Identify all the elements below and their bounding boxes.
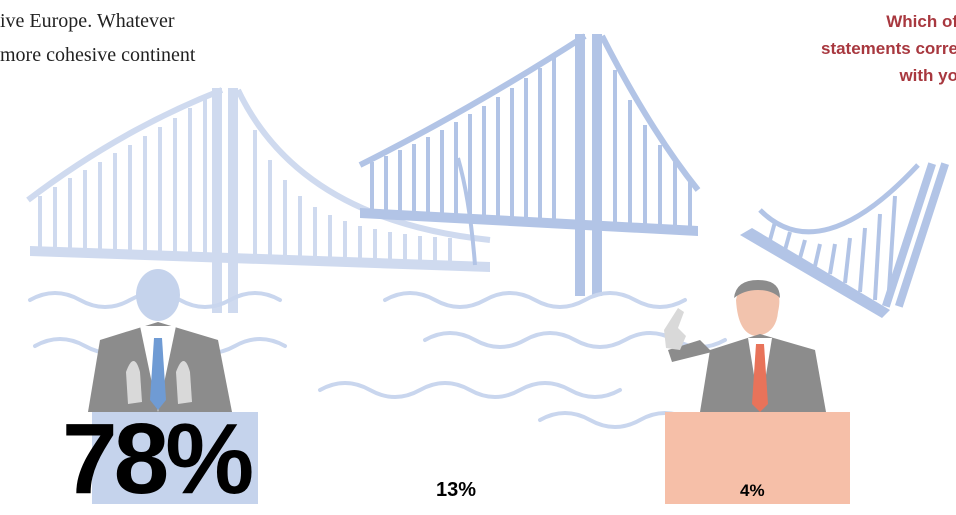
right-broken-bridge <box>740 162 949 318</box>
intro-text: ive Europe. Whatever more cohesive conti… <box>0 4 196 72</box>
left-percentage: 78% <box>62 403 254 515</box>
middle-bridge <box>358 33 701 296</box>
right-percentage: 4% <box>740 481 765 500</box>
question-line-3: with yo <box>899 66 956 85</box>
intro-line-2: more cohesive continent <box>0 44 196 66</box>
question-line-2: statements corre <box>820 39 956 58</box>
illustration <box>26 33 949 504</box>
question-line-1: Which of <box>886 12 956 31</box>
right-speaker-figure <box>664 280 850 504</box>
left-bridge <box>26 87 491 313</box>
survey-question: Which of statements corre with yo <box>758 8 956 89</box>
intro-line-1: ive Europe. Whatever <box>0 10 175 32</box>
left-speaker-figure <box>88 269 258 504</box>
middle-percentage: 13% <box>436 479 477 501</box>
